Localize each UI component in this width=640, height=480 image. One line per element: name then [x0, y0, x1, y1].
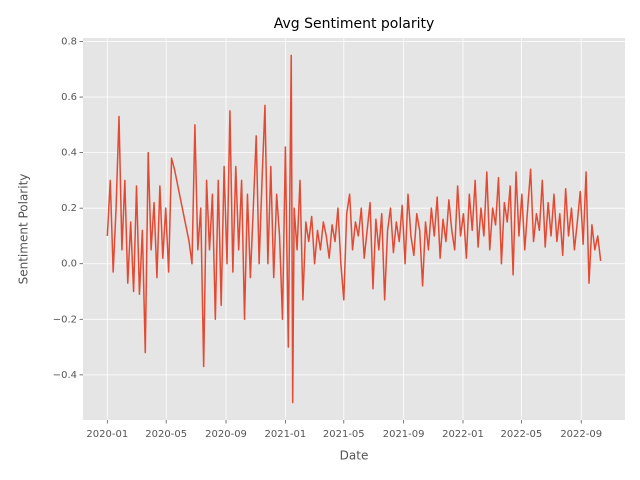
- y-axis-label: Sentiment Polarity: [17, 174, 31, 285]
- x-tick-label: 2020-05: [145, 429, 187, 440]
- y-tick-label: −0.4: [53, 370, 77, 381]
- x-tick-label: 2020-09: [205, 429, 247, 440]
- x-tick-label: 2020-01: [86, 429, 128, 440]
- x-tick-label: 2021-01: [265, 429, 307, 440]
- line: [106, 54, 602, 404]
- y-tick-label: 0.2: [61, 203, 77, 214]
- chart-title: Avg Sentiment polarity: [274, 16, 435, 32]
- x-tick-label: 2021-05: [323, 429, 365, 440]
- x-axis-label: Date: [340, 449, 369, 463]
- x-tick-label: 2022-05: [500, 429, 542, 440]
- y-tick-label: 0.8: [61, 36, 77, 47]
- x-tick-label: 2022-01: [442, 429, 484, 440]
- y-tick-label: 0.4: [61, 148, 77, 159]
- y-tick-label: 0.6: [61, 92, 77, 103]
- x-tick-label: 2021-09: [383, 429, 425, 440]
- x-tick-label: 2022-09: [560, 429, 602, 440]
- y-tick-label: 0.0: [61, 259, 77, 270]
- y-tick-label: −0.2: [53, 314, 77, 325]
